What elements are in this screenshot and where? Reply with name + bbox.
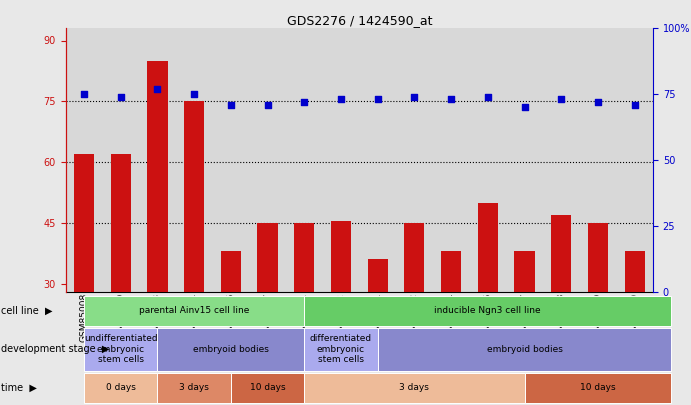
Point <box>409 94 420 100</box>
Text: cell line  ▶: cell line ▶ <box>1 306 53 316</box>
Text: development stage  ▶: development stage ▶ <box>1 344 110 354</box>
Point <box>592 99 603 105</box>
Text: time  ▶: time ▶ <box>1 383 37 393</box>
Text: 0 days: 0 days <box>106 383 135 392</box>
Point <box>556 96 567 103</box>
Bar <box>368 259 388 292</box>
Point <box>262 101 273 108</box>
Point <box>335 96 346 103</box>
Bar <box>331 221 351 292</box>
Text: 3 days: 3 days <box>399 383 429 392</box>
Point <box>482 94 493 100</box>
Bar <box>184 101 205 292</box>
Text: undifferentiated
embryonic
stem cells: undifferentiated embryonic stem cells <box>84 335 158 364</box>
Point <box>629 101 640 108</box>
Bar <box>111 154 131 292</box>
Text: 3 days: 3 days <box>179 383 209 392</box>
Text: differentiated
embryonic
stem cells: differentiated embryonic stem cells <box>310 335 372 364</box>
Point <box>225 101 236 108</box>
Bar <box>74 154 94 292</box>
Point <box>446 96 457 103</box>
Bar <box>551 215 571 292</box>
Bar <box>588 223 608 292</box>
Text: 10 days: 10 days <box>249 383 285 392</box>
Point <box>299 99 310 105</box>
Text: embryoid bodies: embryoid bodies <box>486 345 562 354</box>
Bar <box>625 251 645 292</box>
Point <box>519 104 530 111</box>
Bar <box>404 223 424 292</box>
Bar <box>477 202 498 292</box>
Bar <box>441 251 461 292</box>
Bar <box>220 251 241 292</box>
Point <box>115 94 126 100</box>
Bar <box>294 223 314 292</box>
Bar <box>258 223 278 292</box>
Bar <box>514 251 535 292</box>
Text: inducible Ngn3 cell line: inducible Ngn3 cell line <box>435 306 541 315</box>
Bar <box>147 61 167 292</box>
Text: parental Ainv15 cell line: parental Ainv15 cell line <box>139 306 249 315</box>
Point <box>189 91 200 98</box>
Point <box>152 85 163 92</box>
Title: GDS2276 / 1424590_at: GDS2276 / 1424590_at <box>287 14 432 27</box>
Text: embryoid bodies: embryoid bodies <box>193 345 269 354</box>
Point <box>79 91 90 98</box>
Text: 10 days: 10 days <box>580 383 616 392</box>
Point <box>372 96 384 103</box>
